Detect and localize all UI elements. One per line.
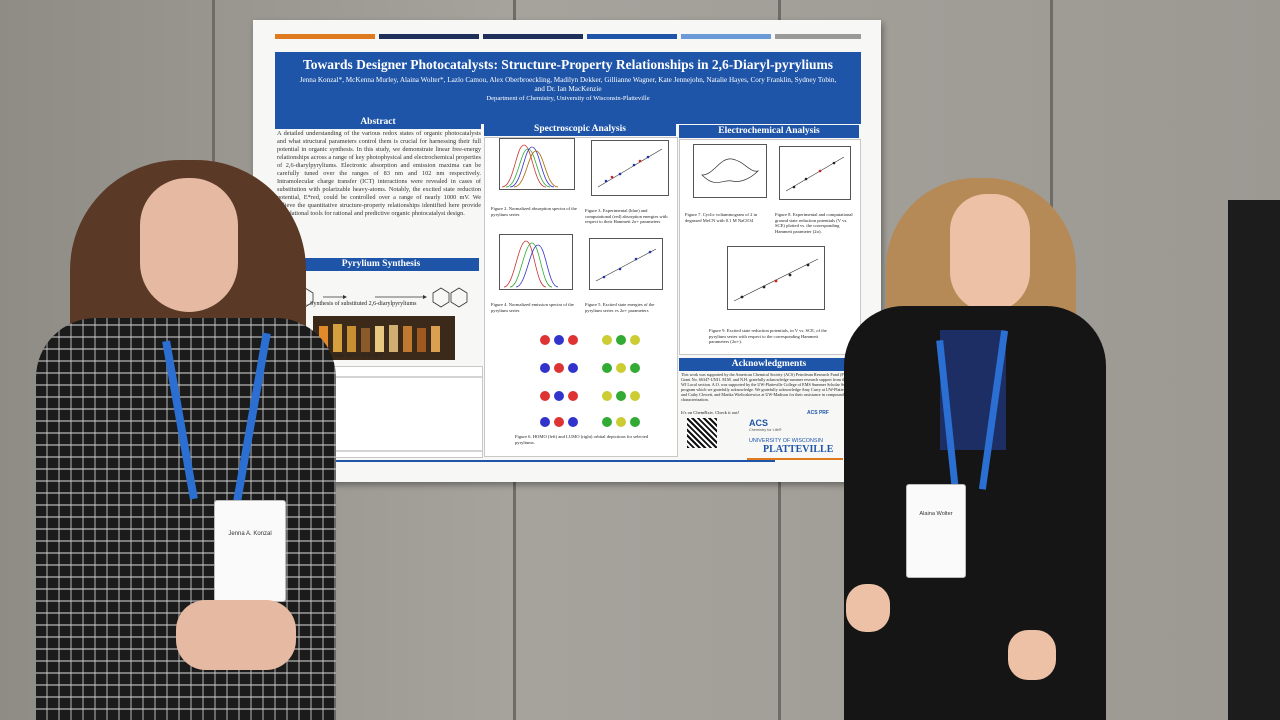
header-stripe [483,34,583,39]
header-stripe [587,34,677,39]
reduction-potential-plot [779,146,851,200]
poster-department: Department of Chemistry, University of W… [486,95,650,102]
figure7-caption: Figure 7. Cyclic voltammogram of 2 in de… [685,212,758,223]
poster-header: Towards Designer Photocatalysts: Structu… [275,52,861,124]
electrochemical-heading: Electrochemical Analysis [679,125,859,138]
figure3-caption: Figure 3. Experimental (blue) and comput… [585,208,668,224]
header-stripe [775,34,861,39]
vials-photo [313,316,455,360]
badge-left-name: Jenna A. Konzal [228,531,272,537]
orbital-depictions [540,335,640,427]
substituent-labels: H Me tBu OMe OH F CF3 Cl Br I [313,354,383,359]
acs-tagline: Chemistry for Life® [749,428,782,432]
figure6-caption: Figure 6. HOMO (left) and LUMO (right) o… [515,434,649,445]
acs-prf-logo: ACS PRF [807,410,829,416]
research-poster: Towards Designer Photocatalysts: Structu… [253,20,881,482]
poster-authors: Jenna Konzal*, McKenna Murley, Alaina Wo… [299,76,837,93]
data-table [319,366,483,458]
figure9-caption: Figure 9. Excited state reduction potent… [709,328,827,344]
header-stripe [379,34,479,39]
absorption-hammett-plot [591,140,669,196]
figure1-caption: Figure 1. Synthesis of substituted 2,6-d… [287,301,417,307]
acknowledgments-heading: Acknowledgments [679,358,859,371]
badge-left: Jenna A. Konzal [214,500,286,602]
figure2-caption: Figure 2. Normalized absorption spectra … [491,206,577,217]
chemrxiv-note: It's on ChemRxiv. Check it out! [681,410,740,415]
emission-plot [499,234,573,290]
header-stripe [275,34,375,39]
excited-state-energy-plot [589,238,663,290]
absorption-plot [499,138,575,190]
spectroscopic-heading: Spectroscopic Analysis [484,123,676,136]
figure8-caption: Figure 8. Experimental and computational… [775,212,853,234]
header-stripe [681,34,771,39]
adjacent-display [1228,200,1280,720]
acs-logo: ACS [749,418,769,428]
abstract-text: A detailed understanding of the various … [277,130,481,217]
acknowledgments-text: This work was supported by the American … [681,372,857,402]
footer-accent [747,458,843,460]
synthesis-heading: Pyrylium Synthesis [283,258,479,271]
uw-logo-line2: PLATTEVILLE [763,444,834,455]
figure4-caption: Figure 4. Normalized emission spectra of… [491,302,574,313]
uw-logo-line1: UNIVERSITY OF WISCONSIN [749,438,823,444]
badge-right: Alaina Wolter [906,484,966,578]
abstract-heading: Abstract [275,116,481,129]
footer-rule [275,460,775,462]
badge-right-name: Alaina Wolter [919,511,953,517]
excited-state-reduction-plot [727,246,825,310]
figure5-caption: Figure 5. Excited state energies of the … [585,302,655,313]
qr-code [687,418,717,448]
cyclic-voltammogram [693,144,767,198]
poster-title: Towards Designer Photocatalysts: Structu… [302,57,834,72]
